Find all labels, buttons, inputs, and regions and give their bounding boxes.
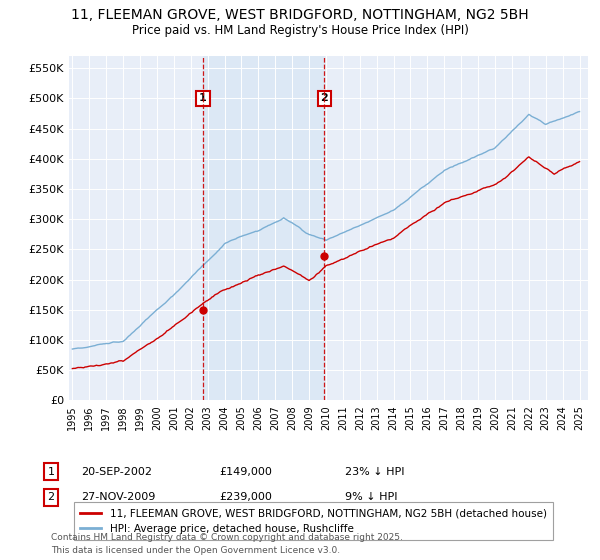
- Legend: 11, FLEEMAN GROVE, WEST BRIDGFORD, NOTTINGHAM, NG2 5BH (detached house), HPI: Av: 11, FLEEMAN GROVE, WEST BRIDGFORD, NOTTI…: [74, 502, 553, 540]
- Text: £239,000: £239,000: [219, 492, 272, 502]
- Text: 27-NOV-2009: 27-NOV-2009: [81, 492, 155, 502]
- Text: Contains HM Land Registry data © Crown copyright and database right 2025.
This d: Contains HM Land Registry data © Crown c…: [51, 533, 403, 554]
- Text: 2: 2: [320, 94, 328, 103]
- Text: 23% ↓ HPI: 23% ↓ HPI: [345, 466, 404, 477]
- Text: 2: 2: [47, 492, 55, 502]
- Text: 11, FLEEMAN GROVE, WEST BRIDGFORD, NOTTINGHAM, NG2 5BH: 11, FLEEMAN GROVE, WEST BRIDGFORD, NOTTI…: [71, 8, 529, 22]
- Bar: [203, 56, 324, 400]
- Text: 20-SEP-2002: 20-SEP-2002: [81, 466, 152, 477]
- Text: 1: 1: [199, 94, 207, 103]
- Text: 1: 1: [47, 466, 55, 477]
- Text: £149,000: £149,000: [219, 466, 272, 477]
- Text: Price paid vs. HM Land Registry's House Price Index (HPI): Price paid vs. HM Land Registry's House …: [131, 24, 469, 37]
- Text: 9% ↓ HPI: 9% ↓ HPI: [345, 492, 398, 502]
